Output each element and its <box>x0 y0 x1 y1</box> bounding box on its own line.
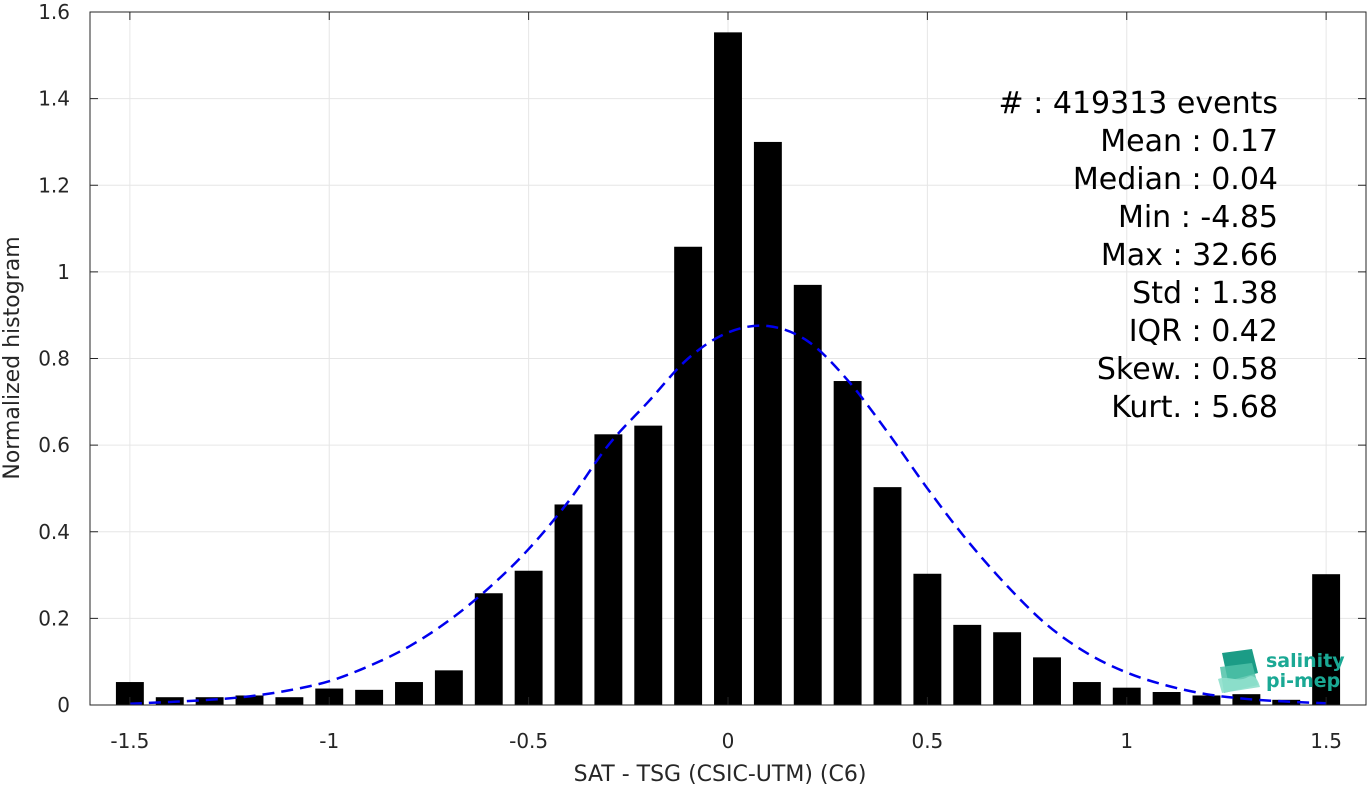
histogram-bar <box>1072 682 1101 705</box>
gaussian-fit-curve <box>129 324 1327 705</box>
histogram-bar <box>355 689 384 705</box>
y-tick-label: 0.6 <box>38 433 70 457</box>
histogram-bar <box>315 688 344 705</box>
y-axis-label: Normalized histogram <box>0 236 25 479</box>
histogram-bar <box>1312 574 1341 705</box>
stat-line: # : 419313 events <box>999 86 1278 121</box>
y-tick-label: 1.6 <box>38 0 70 24</box>
histogram-bar <box>275 697 304 705</box>
histogram-bar <box>714 32 742 706</box>
y-tick-label: 0.8 <box>38 347 70 371</box>
histogram-bar <box>913 573 942 705</box>
histogram-bar <box>395 682 423 705</box>
histogram-bar <box>1192 695 1221 705</box>
histogram-bar <box>594 434 623 705</box>
logo-text-line2: pi-mep <box>1266 670 1340 692</box>
histogram-bar <box>674 246 703 705</box>
histogram-bars <box>115 32 1341 706</box>
x-axis-label: SAT - TSG (CSIC-UTM) (C6) <box>574 762 867 785</box>
stat-line: Min : -4.85 <box>1118 200 1278 235</box>
x-tick-label: 1.5 <box>1310 729 1342 753</box>
y-tick-label: 0.2 <box>38 606 70 630</box>
histogram-bar <box>1152 692 1181 705</box>
y-tick-label: 1.2 <box>38 173 70 197</box>
x-tick-label: -0.5 <box>509 729 548 753</box>
stat-line: Std : 1.38 <box>1132 276 1278 311</box>
x-tick-label: -1.5 <box>110 729 149 753</box>
histogram-bar <box>1112 687 1141 705</box>
histogram-bar <box>953 624 982 705</box>
histogram-bar <box>833 381 862 705</box>
y-tick-label: 1 <box>57 260 70 284</box>
histogram-bar <box>1033 657 1061 705</box>
histogram-bar <box>793 284 822 705</box>
stat-line: Median : 0.04 <box>1073 162 1278 197</box>
logo-emblem-icon <box>1218 649 1260 693</box>
x-tick-labels: -1.5 -1 -0.5 0 0.5 1 1.5 <box>110 729 1342 753</box>
axis-ticks <box>90 11 1366 706</box>
salinity-pimep-logo: salinity pi-mep <box>1218 649 1345 693</box>
histogram-bar <box>474 593 503 705</box>
histogram-bar <box>993 632 1022 705</box>
histogram-bar <box>514 570 543 705</box>
logo-text-line1: salinity <box>1266 650 1345 672</box>
y-tick-label: 0 <box>57 693 70 717</box>
x-tick-label: 1 <box>1120 729 1133 753</box>
stat-line: Max : 32.66 <box>1101 238 1278 273</box>
x-tick-label: 0.5 <box>911 729 943 753</box>
x-tick-label: -1 <box>319 729 339 753</box>
histogram-bar <box>554 504 583 705</box>
stat-line: Kurt. : 5.68 <box>1111 390 1278 425</box>
histogram-bar <box>753 141 782 705</box>
stat-line: Skew. : 0.58 <box>1097 352 1278 387</box>
histogram-bar <box>235 695 264 705</box>
y-tick-label: 0.4 <box>38 520 70 544</box>
histogram-bar <box>434 670 463 705</box>
stat-line: IQR : 0.42 <box>1129 314 1278 349</box>
histogram-bar <box>115 682 144 705</box>
stat-line: Mean : 0.17 <box>1100 124 1278 159</box>
histogram-bar <box>195 697 224 705</box>
x-tick-label: 0 <box>722 729 735 753</box>
histogram-bar <box>634 425 663 705</box>
y-tick-labels: 0 0.2 0.4 0.6 0.8 1 1.2 1.4 1.6 <box>38 0 70 717</box>
histogram-bar <box>873 487 902 705</box>
y-tick-label: 1.4 <box>38 87 70 111</box>
